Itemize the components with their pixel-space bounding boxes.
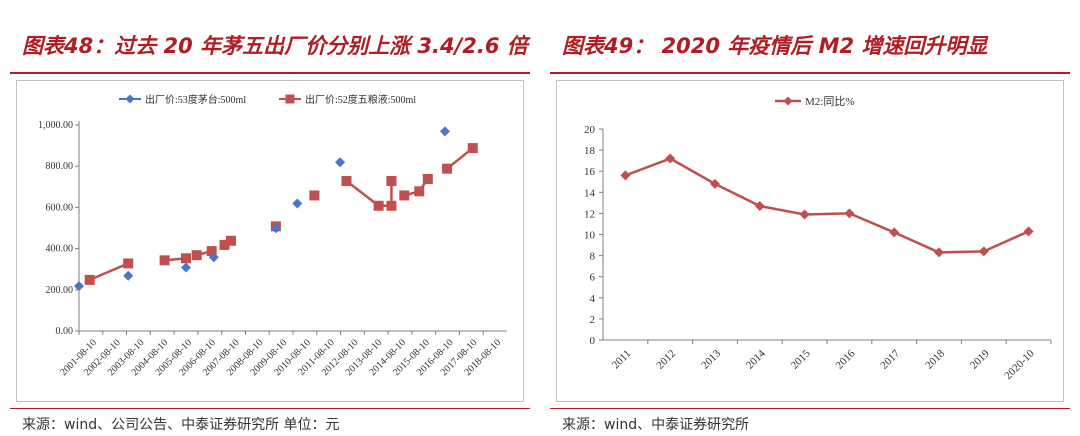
x-tick-label: 2016	[833, 347, 857, 371]
wuliangye-price-point	[84, 274, 95, 285]
wuliangye-price-point	[386, 200, 397, 211]
legend-moutai-marker	[125, 94, 135, 104]
y-tick-label: 4	[590, 293, 596, 305]
right-chart-frame: M2:同比% 0 2 4 6 8 10 12 14 16 18 20 2011 2012 2013 2014 2…	[556, 80, 1064, 402]
y-tick-label: 6	[590, 272, 596, 284]
wuliangye-price-point	[467, 143, 478, 154]
x-tick-label: 2014	[744, 347, 768, 371]
m2-data-point	[620, 170, 631, 181]
wuliangye-price-point	[399, 190, 410, 201]
wuliangye-price-point	[442, 163, 453, 174]
y-tick-label: 0	[590, 335, 596, 347]
wuliangye-price-point	[386, 176, 397, 187]
legend-wuliangye-label: 出厂价:52度五粮液:500ml	[305, 93, 416, 106]
m2-data-point	[934, 247, 944, 258]
y-tick-label: 10	[584, 230, 596, 242]
legend-m2-label: M2:同比%	[805, 95, 855, 108]
x-tick-label: 2019	[968, 347, 992, 371]
x-tick-label: 2015	[789, 347, 813, 371]
wuliangye-series-line	[89, 262, 129, 282]
left-source-note: 来源：wind、公司公告、中泰证券研究所 单位：元	[22, 417, 340, 433]
legend-moutai-label: 出厂价:53度茅台:500ml	[145, 93, 246, 106]
wuliangye-price-point	[414, 186, 425, 197]
x-tick-label: 2017	[878, 347, 902, 371]
moutai-price-point	[74, 281, 84, 292]
y-tick-label: 18	[584, 145, 596, 157]
m2-data-point	[799, 209, 810, 220]
m2-data-point	[1023, 226, 1034, 237]
m2-data-point	[889, 227, 900, 238]
y-tick-label: 1,000.00	[38, 120, 73, 131]
legend-wuliangye-marker	[285, 94, 295, 104]
y-tick-label: 16	[584, 166, 596, 178]
wuliangye-price-point	[225, 235, 236, 246]
left-chart-frame: 出厂价:53度茅台:500ml 出厂价:52度五粮液:500ml 0.00 200.0…	[16, 80, 524, 402]
y-tick-label: 800.00	[46, 161, 74, 172]
legend-m2-marker	[783, 96, 793, 106]
left-source-rule	[10, 408, 530, 409]
wuliangye-price-point	[159, 255, 170, 266]
m2-data-point	[978, 246, 989, 257]
right-source-rule	[550, 408, 1070, 409]
y-tick-label: 12	[584, 208, 595, 220]
wuliangye-price-point	[123, 258, 134, 269]
moutai-price-point	[123, 270, 134, 281]
m2-data-point	[665, 153, 676, 164]
m2-data-point	[844, 208, 855, 219]
wuliangye-price-point	[422, 173, 433, 184]
y-tick-label: 8	[590, 251, 596, 263]
x-tick-label: 2013	[699, 347, 723, 371]
wuliangye-price-point	[373, 200, 384, 211]
right-title-rule	[550, 72, 1070, 74]
right-m2-chart: M2:同比% 0 2 4 6 8 10 12 14 16 18 20 2011 2012 2013 2014 2…	[584, 95, 1052, 382]
right-figure-title: 图表49： 2020 年疫情后 M2 增速回升明显	[562, 34, 988, 58]
wuliangye-price-point	[181, 253, 191, 264]
y-tick-label: 200.00	[46, 285, 74, 296]
x-tick-label: 2018	[923, 347, 947, 371]
y-tick-label: 14	[584, 187, 596, 199]
wuliangye-price-point	[219, 239, 230, 250]
y-tick-label: 2	[590, 314, 596, 326]
right-figure-panel: 图表49： 2020 年疫情后 M2 增速回升明显 M2:同比% 0 2 4 6 8 10 1…	[550, 0, 1070, 436]
wuliangye-price-point	[309, 190, 320, 201]
wuliangye-price-point	[206, 246, 217, 257]
moutai-price-point	[335, 157, 346, 168]
wuliangye-price-point	[341, 176, 352, 187]
m2-data-point	[710, 178, 720, 189]
moutai-price-point	[270, 223, 281, 234]
moutai-price-point	[181, 262, 191, 273]
moutai-price-point	[208, 252, 219, 263]
left-figure-panel: 图表48：过去 20 年茅五出厂价分别上涨 3.4/2.6 倍 出厂价:53度茅…	[10, 0, 530, 436]
wuliangye-series-line	[345, 180, 393, 208]
moutai-price-point	[292, 198, 303, 209]
y-tick-label: 20	[584, 124, 596, 136]
y-tick-label: 400.00	[46, 244, 74, 255]
left-figure-title: 图表48：过去 20 年茅五出厂价分别上涨 3.4/2.6 倍	[22, 34, 528, 58]
y-tick-label: 0.00	[56, 326, 74, 337]
moutai-price-point	[439, 126, 450, 137]
y-tick-label: 600.00	[46, 202, 74, 213]
wuliangye-price-point	[191, 250, 202, 261]
m2-series-line	[624, 157, 1030, 254]
left-price-chart: 出厂价:53度茅台:500ml 出厂价:52度五粮液:500ml 0.00 200.0…	[38, 93, 507, 378]
x-tick-label: 2020-10	[1002, 347, 1037, 382]
m2-data-point	[754, 201, 765, 212]
x-tick-label: 2011	[610, 348, 634, 372]
right-source-note: 来源：wind、中泰证券研究所	[562, 417, 750, 433]
x-tick-label: 2012	[654, 348, 678, 372]
left-title-rule	[10, 72, 530, 74]
